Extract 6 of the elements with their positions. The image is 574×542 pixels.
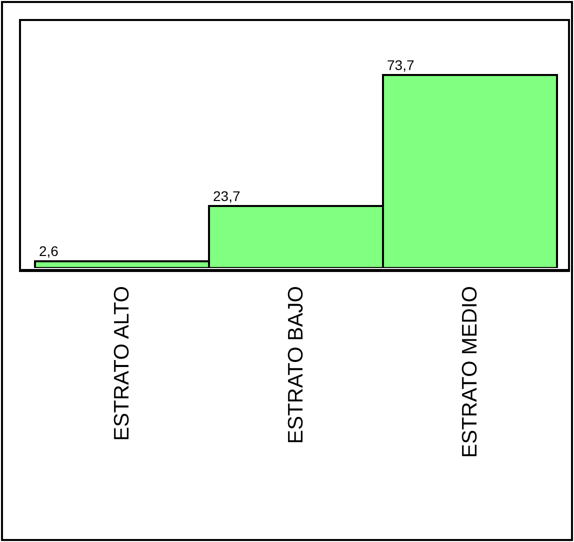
data-label: 23,7 — [213, 188, 240, 204]
data-label: 2,6 — [39, 243, 59, 260]
x-tick-label: ESTRATO ALTO — [110, 286, 134, 441]
x-tick-label: ESTRATO BAJO — [284, 286, 308, 444]
x-tick-label: ESTRATO MEDIO — [458, 286, 482, 458]
data-label: 73,7 — [387, 57, 414, 74]
